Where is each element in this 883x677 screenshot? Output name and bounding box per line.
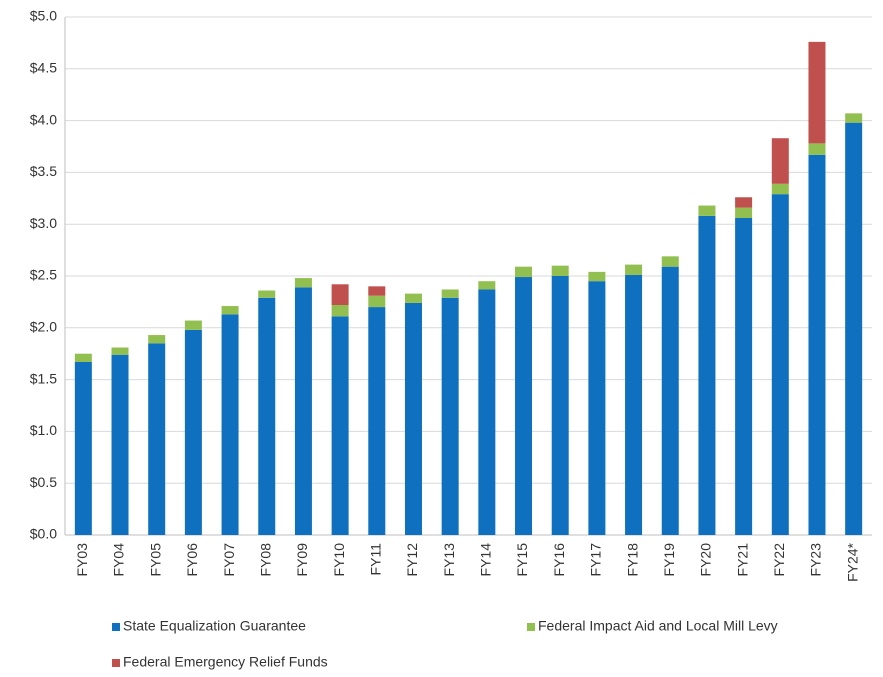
bar-segment [478,289,496,535]
x-tick-label: FY20 [698,543,714,577]
bar-segment [331,284,349,306]
bar-segment [111,354,129,535]
y-tick-label: $3.0 [30,215,57,231]
x-tick-label: FY17 [588,543,604,577]
y-tick-label: $2.5 [30,267,57,283]
x-tick-label: FY18 [624,543,640,577]
x-tick-label: FY24* [844,542,860,581]
x-tick-label: FY16 [551,543,567,577]
bar-segment [258,297,276,535]
bar-segment [74,361,92,535]
y-tick-label: $1.0 [30,422,57,438]
bar-segment [258,290,276,298]
x-tick-label: FY21 [734,543,750,577]
x-tick-label: FY07 [221,543,237,577]
bar-segment [74,353,92,362]
bar-segment [808,143,826,155]
bar-segment [808,41,826,144]
bar-segment [551,276,569,535]
x-tick-label: FY05 [147,543,163,577]
y-tick-label: $4.0 [30,111,57,127]
bar-segment [404,302,422,535]
bar-segment [221,306,239,315]
bar-segment [221,314,239,535]
bar-segment [441,297,459,535]
bar-segment [661,256,679,267]
y-tick-label: $0.5 [30,474,57,490]
y-tick-label: $5.0 [30,8,57,24]
bar-segment [368,286,386,296]
x-tick-label: FY09 [294,543,310,577]
legend-swatch [527,623,535,631]
bar-segment [331,305,349,317]
x-tick-label: FY22 [771,543,787,577]
bar-segment [551,265,569,276]
bar-segment [735,197,753,208]
x-tick-label: FY19 [661,543,677,577]
bar-segment [368,295,386,308]
legend-swatch [112,623,120,631]
y-tick-label: $3.5 [30,163,57,179]
bar-segment [661,266,679,535]
bar-segment [148,335,166,344]
bar-segment [331,316,349,535]
bar-segment [771,194,789,535]
x-tick-label: FY06 [184,543,200,577]
x-tick-label: FY10 [331,543,347,577]
bar-segment [845,122,863,535]
bar-segment [771,183,789,195]
bar-segment [294,278,312,288]
bar-segment [111,347,129,355]
x-tick-label: FY12 [404,543,420,577]
bar-segment [625,264,643,275]
bar-segment [404,293,422,303]
bar-segment [148,343,166,535]
x-tick-label: FY11 [367,543,383,576]
x-tick-label: FY04 [111,543,127,577]
y-tick-label: $1.5 [30,370,57,386]
bar-segment [478,281,496,290]
bar-segment [771,138,789,184]
x-tick-label: FY03 [74,543,90,577]
bar-segment [588,271,606,282]
bar-segment [698,215,716,536]
x-tick-label: FY23 [808,543,824,577]
x-tick-label: FY15 [514,543,530,577]
legend-label: Federal Impact Aid and Local Mill Levy [538,618,778,634]
bar-segment [625,274,643,535]
y-tick-label: $0.0 [30,526,57,542]
bar-segment [845,113,863,123]
y-tick-label: $4.5 [30,60,57,76]
bar-segment [515,277,533,535]
bar-segment [698,205,716,216]
x-tick-label: FY08 [257,543,273,577]
legend-swatch [112,659,120,667]
bar-segment [808,154,826,535]
bar-segment [588,281,606,535]
bar-segment [184,329,202,535]
legend-label: Federal Emergency Relief Funds [123,654,328,670]
x-tick-label: FY13 [441,543,457,577]
bar-segment [735,217,753,535]
y-tick-label: $2.0 [30,319,57,335]
bar-segment [515,266,533,278]
bar-segment [735,207,753,218]
bar-segment [294,287,312,535]
bar-segment [184,320,202,330]
bar-segment [441,289,459,298]
legend-label: State Equalization Guarantee [123,618,306,634]
bar-segment [368,307,386,535]
x-tick-label: FY14 [478,543,494,577]
